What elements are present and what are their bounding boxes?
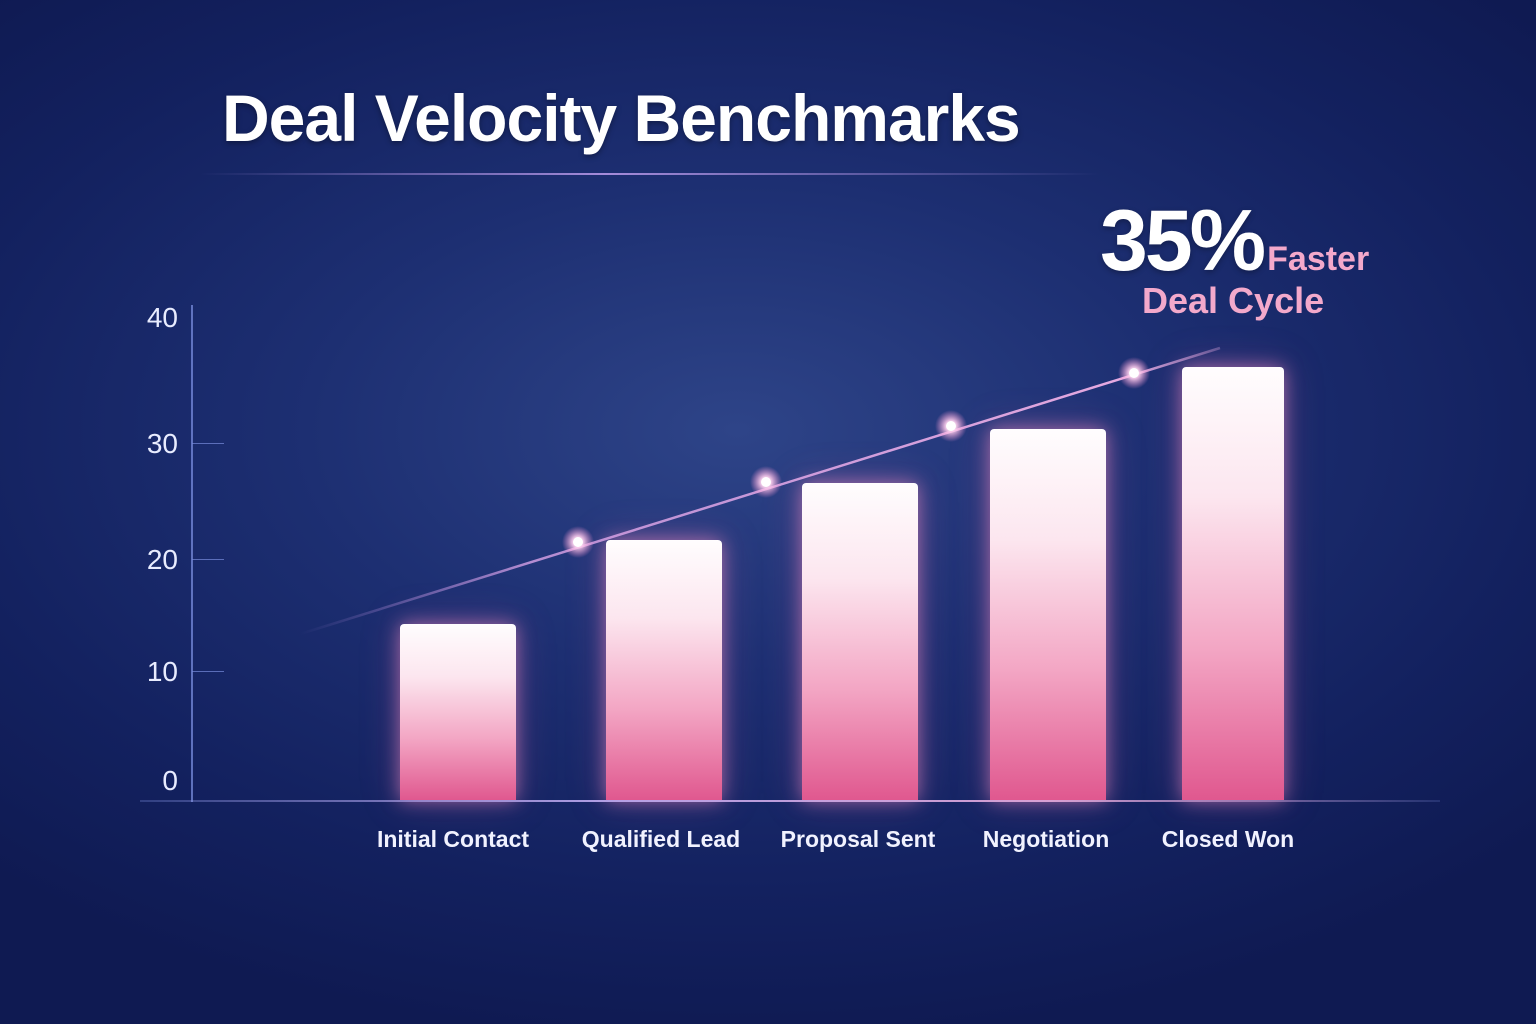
x-axis-line: [140, 800, 1440, 802]
y-tick-0: 0: [162, 765, 178, 796]
y-gridtick-30: [192, 443, 224, 444]
callout-line1: Faster: [1267, 240, 1370, 278]
callout-annotation: 35% Faster Deal Cycle: [1100, 192, 1370, 321]
x-label-qualified-lead: Qualified Lead: [581, 826, 741, 852]
title-divider: [200, 173, 1100, 175]
x-label-negotiation: Negotiation: [982, 826, 1110, 852]
x-label-proposal-sent: Proposal Sent: [780, 826, 936, 852]
bar-initial-contact: [400, 624, 516, 800]
y-gridtick-20: [192, 559, 224, 560]
bar-closed-won: [1182, 367, 1284, 800]
bar-qualified-lead: [606, 540, 722, 800]
y-axis-line: [191, 305, 193, 802]
bar-negotiation: [990, 429, 1106, 800]
chart-title: Deal Velocity Benchmarks: [222, 81, 1021, 155]
y-tick-30: 30: [146, 428, 178, 459]
y-tick-40: 40: [146, 302, 178, 333]
x-label-closed-won: Closed Won: [1161, 826, 1295, 852]
y-tick-20: 20: [146, 544, 178, 575]
bar-proposal-sent: [802, 483, 918, 800]
y-gridtick-10: [192, 671, 224, 672]
callout-line2: Deal Cycle: [1142, 280, 1325, 321]
callout-value: 35%: [1100, 193, 1266, 289]
y-tick-10: 10: [146, 656, 178, 687]
x-label-initial-contact: Initial Contact: [376, 826, 530, 852]
